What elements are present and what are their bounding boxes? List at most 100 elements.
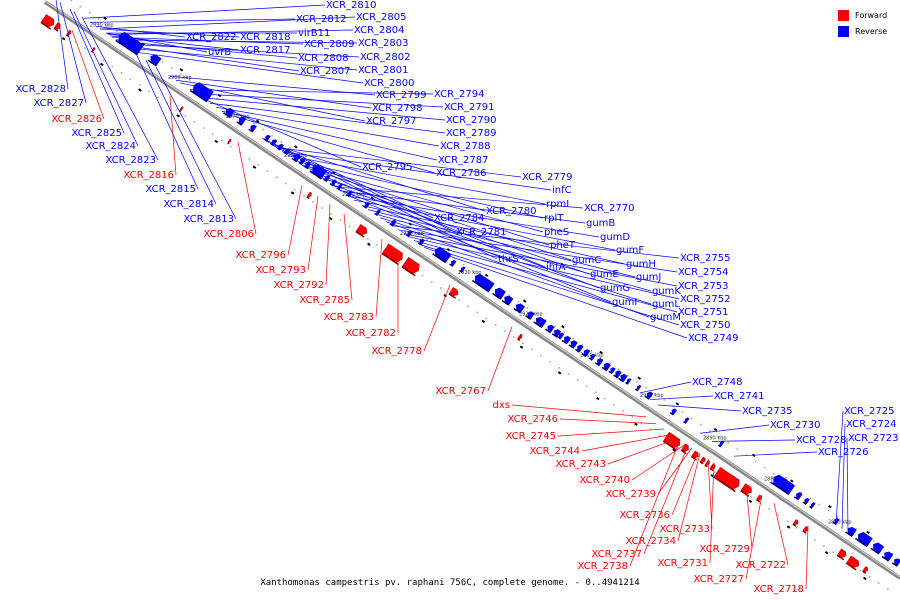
track-marker xyxy=(557,371,562,375)
gene-leader-line xyxy=(287,155,546,205)
gene-leader-line xyxy=(59,2,87,104)
gene-label-reverse: XCR_2822 xyxy=(186,32,237,43)
gene-leader-line xyxy=(189,89,434,95)
track-dot xyxy=(608,362,611,364)
track-marker xyxy=(786,525,791,529)
gene-leader-line xyxy=(169,96,177,176)
track-dot xyxy=(773,472,775,475)
gene-label-reverse: XCR_2789 xyxy=(446,128,497,139)
track-dot xyxy=(330,213,333,215)
track-dot xyxy=(180,73,182,76)
track-marker xyxy=(214,139,219,144)
track-dot xyxy=(768,508,771,510)
track-dot xyxy=(503,330,506,332)
track-dot xyxy=(718,436,720,438)
track-dot xyxy=(116,30,118,32)
gene-label-reverse: XCR_2824 xyxy=(85,141,136,152)
gene-label-reverse: XCR_2781 xyxy=(456,227,507,238)
gene-leader-line xyxy=(367,209,636,278)
gene-label-forward: XCR_2816 xyxy=(123,170,174,181)
track-dot xyxy=(627,374,629,377)
reverse-gene xyxy=(525,311,535,320)
gene-leader-line xyxy=(657,447,693,495)
reverse-gene xyxy=(669,408,678,416)
gene-label-forward: XCR_2778 xyxy=(371,346,422,357)
track-marker xyxy=(828,505,832,509)
track-dot xyxy=(567,373,570,375)
gene-label-reverse: XCR_2804 xyxy=(354,25,405,36)
track-dot xyxy=(572,337,574,340)
track-dot xyxy=(873,540,875,543)
gene-leader-line xyxy=(841,423,846,529)
track-dot xyxy=(84,47,86,50)
gene-leader-line xyxy=(379,217,652,305)
gene-leader-line xyxy=(127,47,358,71)
gene-leader-line xyxy=(375,239,383,318)
gene-leader-line xyxy=(325,203,331,286)
gene-label-reverse: XCR_2730 xyxy=(770,420,821,431)
track-marker xyxy=(103,16,107,21)
forward-gene xyxy=(862,566,868,574)
gene-leader-line xyxy=(846,437,849,533)
gene-label-forward: XCR_2727 xyxy=(693,574,744,585)
track-marker xyxy=(824,551,829,555)
track-dot xyxy=(645,386,647,389)
track-marker xyxy=(519,345,524,349)
forward-gene xyxy=(401,256,420,277)
track-dot xyxy=(704,465,707,467)
track-marker xyxy=(634,422,638,426)
gene-leader-line xyxy=(711,439,796,442)
gene-label-reverse: XCR_2827 xyxy=(33,98,84,109)
track-dot xyxy=(148,90,150,93)
track-dot xyxy=(832,551,834,554)
track-dot xyxy=(786,520,789,523)
reverse-gene xyxy=(601,362,611,372)
track-dot xyxy=(111,65,114,68)
gene-leader-line xyxy=(835,410,844,525)
gene-leader-line xyxy=(385,221,650,318)
gene-label-reverse: rplT xyxy=(544,213,564,224)
track-dot xyxy=(690,417,693,420)
gene-label-forward: XCR_2738 xyxy=(577,561,628,572)
gene-label-reverse: XCR_2735 xyxy=(742,406,793,417)
gene-leader-line xyxy=(745,484,753,550)
track-dot xyxy=(476,311,479,314)
track-marker xyxy=(595,396,600,401)
track-dot xyxy=(814,539,816,541)
gene-label-forward: XCR_2739 xyxy=(605,489,656,500)
track-marker xyxy=(790,479,794,483)
reverse-gene xyxy=(575,344,584,353)
reverse-gene xyxy=(644,391,654,400)
gene-label-reverse: XCR_2725 xyxy=(844,406,895,417)
gene-leader-line xyxy=(557,428,665,437)
gene-leader-line xyxy=(275,147,522,178)
gene-leader-line xyxy=(281,151,552,191)
track-dot xyxy=(371,202,374,205)
track-dot xyxy=(554,325,556,327)
track-dot xyxy=(175,108,178,111)
track-dot xyxy=(613,403,615,406)
gene-label-reverse: rpmI xyxy=(546,199,569,210)
track-dot xyxy=(818,503,821,506)
track-marker xyxy=(367,242,371,246)
gene-leader-line xyxy=(81,16,159,161)
gene-label-reverse: thrS xyxy=(498,254,519,265)
reverse-gene xyxy=(634,384,642,392)
gene-leader-line xyxy=(329,183,590,275)
reverse-gene xyxy=(557,332,565,340)
track-marker xyxy=(863,576,867,581)
track-marker xyxy=(443,294,447,298)
gene-label-reverse: XCR_2805 xyxy=(356,12,407,23)
gene-leader-line xyxy=(155,66,237,220)
gene-label-forward: XCR_2737 xyxy=(591,549,642,560)
track-dot xyxy=(170,67,173,69)
gene-leader-line xyxy=(169,75,376,96)
track-marker xyxy=(328,216,333,221)
gene-leader-line xyxy=(397,229,678,273)
gene-leader-line xyxy=(643,445,689,555)
track-dot xyxy=(763,466,766,469)
gene-label-reverse: XCR_2784 xyxy=(434,213,485,224)
track-dot xyxy=(887,588,889,590)
gene-label-forward: XCR_2736 xyxy=(619,510,670,521)
